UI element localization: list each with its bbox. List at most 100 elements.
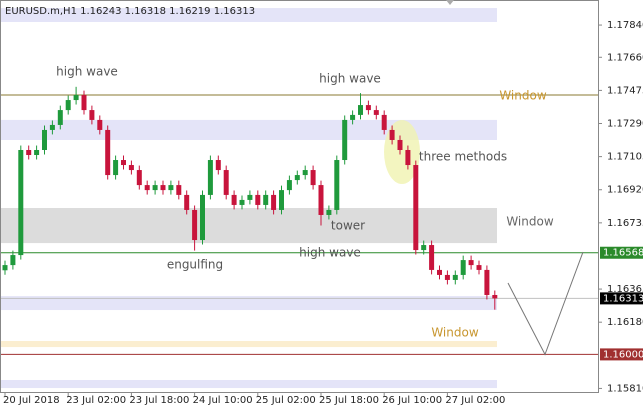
candle-body [42, 129, 47, 150]
candle-body [286, 180, 292, 191]
y-tick-label: 1.16735 [607, 218, 643, 229]
y-tick-label: 1.16180 [607, 317, 643, 328]
candle-body [358, 105, 363, 115]
y-tick-label: 1.15810 [607, 383, 643, 394]
candle-body [184, 194, 190, 210]
candle-body [350, 114, 356, 120]
candle-body [231, 194, 237, 205]
candle-body [247, 194, 253, 200]
candle-body [18, 149, 24, 256]
zone [1, 296, 497, 311]
candle-body [302, 170, 308, 176]
candle-body [65, 100, 71, 111]
candle-body [34, 149, 40, 156]
candle-body [326, 209, 332, 215]
price-label-bg [600, 348, 643, 361]
candle-body [373, 110, 379, 115]
y-tick-label: 1.17105 [607, 152, 643, 163]
y-tick-label: 1.17660 [607, 52, 643, 63]
candle-body [310, 170, 316, 186]
candle-body [389, 129, 395, 140]
zone [1, 119, 497, 140]
projection-line [507, 251, 584, 356]
zone [1, 380, 497, 389]
candle-body [437, 269, 442, 275]
candle-body [294, 175, 300, 181]
candle-body [460, 260, 466, 275]
candle-body [49, 124, 55, 130]
candle-body [2, 265, 8, 271]
candle-body [105, 129, 111, 176]
y-tick-label: 1.17475 [607, 85, 643, 96]
candle-body [476, 265, 482, 270]
candle-body [279, 190, 284, 210]
candle-body [152, 185, 158, 191]
candle-body [97, 119, 103, 130]
annotation: high wave [319, 72, 381, 86]
y-tick-label: 1.16920 [607, 185, 643, 196]
candle-body [144, 185, 150, 191]
y-tick-label: 1.17290 [607, 119, 643, 130]
zone [1, 207, 497, 244]
candle-body [73, 95, 79, 101]
x-tick-label: 25 Jul 18:00 [319, 395, 379, 406]
candle-body [444, 274, 450, 280]
candle-body [160, 185, 166, 191]
candle-body [429, 245, 435, 270]
candle-body [113, 160, 119, 176]
candle-body [121, 160, 126, 166]
candle-body [10, 255, 16, 266]
candle-body [381, 114, 387, 130]
candle-body [176, 185, 182, 195]
candle-body [207, 160, 213, 195]
plot-border [0, 0, 599, 393]
candle-body [468, 260, 474, 266]
candle-body [365, 105, 371, 111]
x-tick-label: 23 Jul 02:00 [66, 395, 126, 406]
candle-body [57, 110, 63, 125]
candle-body [89, 110, 95, 120]
candle-body [484, 269, 490, 295]
candle-body [192, 209, 198, 241]
candle-body [81, 95, 87, 111]
zone [1, 340, 497, 348]
candle-body [215, 160, 221, 171]
y-tick-label: 1.17840 [607, 20, 643, 31]
candle-body [397, 139, 403, 150]
x-tick-label: 20 Jul 2018 [3, 395, 60, 406]
x-tick-label: 25 Jul 02:00 [256, 395, 316, 406]
candle-body [128, 165, 134, 171]
annotation: Window [506, 215, 554, 229]
chart-title: EURUSD.m,H1 1.16243 1.16318 1.16219 1.16… [5, 6, 255, 17]
price-label: 1.16568 [603, 248, 643, 259]
candle-body [26, 149, 32, 156]
candle-body [342, 119, 348, 161]
candle-body [136, 170, 142, 186]
annotation: high wave [56, 65, 118, 79]
candle-body [492, 294, 498, 299]
price-label-bg [600, 246, 643, 259]
candle-body [334, 160, 340, 210]
candle-body [263, 194, 269, 205]
x-tick-label: 24 Jul 10:00 [193, 395, 253, 406]
x-tick-label: 23 Jul 18:00 [129, 395, 189, 406]
candle-body [223, 170, 229, 195]
candle-body [318, 185, 324, 215]
price-label: 1.16313 [603, 293, 643, 304]
y-tick-label: 1.16365 [607, 284, 643, 295]
annotation: Window [431, 326, 479, 340]
annotation: Window [499, 89, 547, 103]
annotation: high wave [299, 246, 361, 260]
candle-body [239, 199, 245, 205]
price-label: 1.16000 [603, 349, 643, 360]
annotation: tower [331, 219, 365, 233]
x-tick-label: 26 Jul 10:00 [382, 395, 442, 406]
price-label-bg [600, 292, 643, 305]
x-tick-label: 27 Jul 02:00 [445, 395, 505, 406]
candle-body [421, 245, 427, 251]
zone [1, 8, 497, 23]
candle-body [168, 185, 174, 191]
candle-body [200, 194, 205, 241]
candle-body [413, 165, 419, 251]
